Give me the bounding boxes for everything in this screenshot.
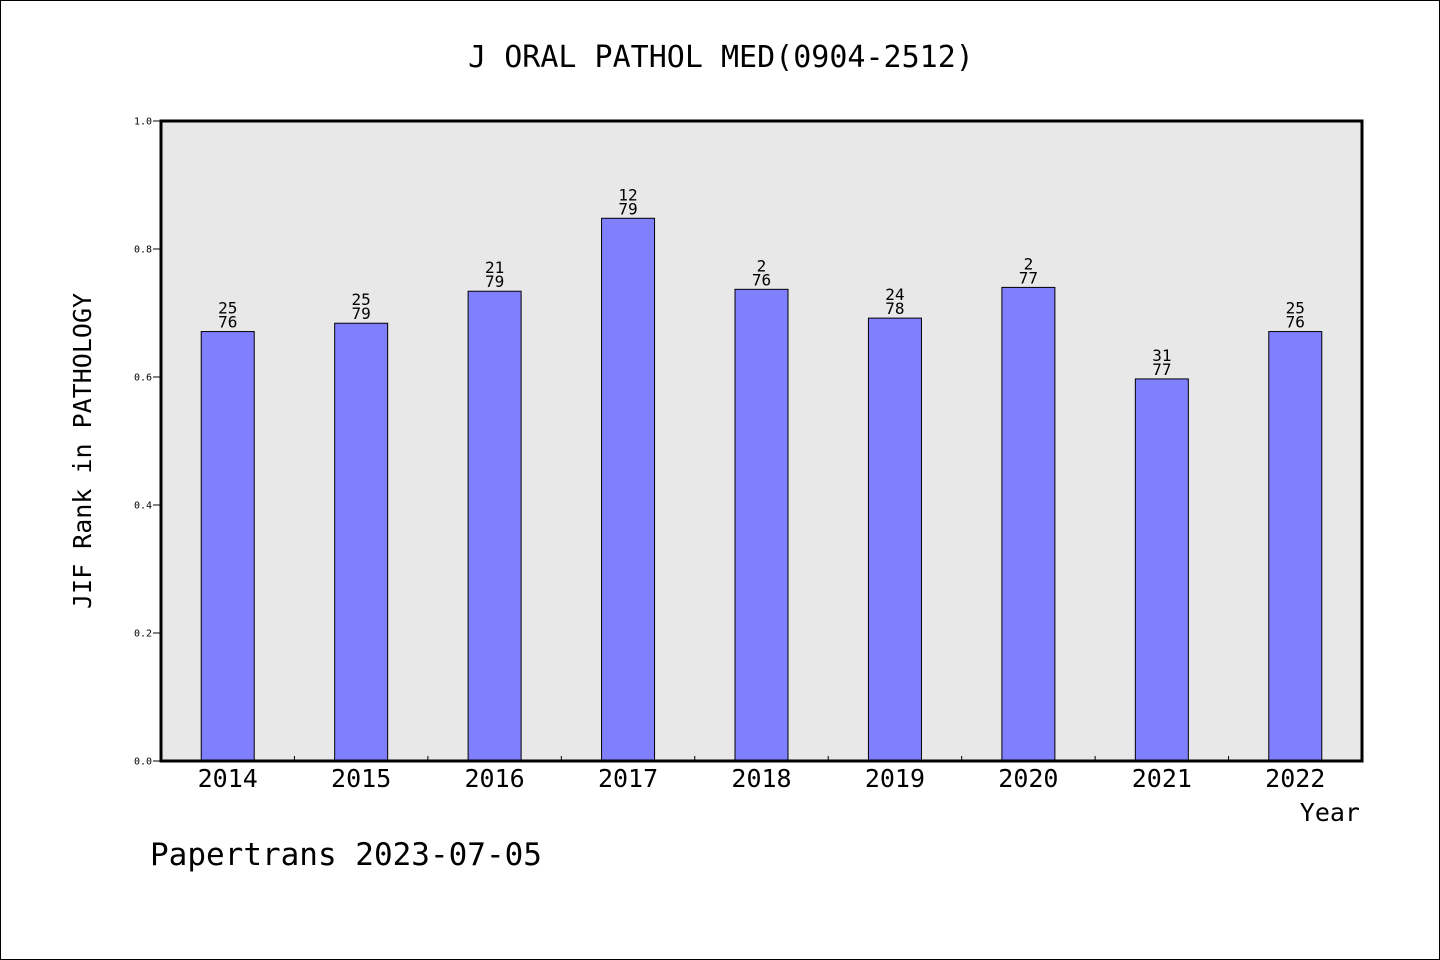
x-tick-label: 2021 <box>1132 764 1192 793</box>
bar <box>601 217 656 762</box>
x-tick-label: 2017 <box>598 764 658 793</box>
x-tick-label: 2020 <box>998 764 1058 793</box>
bar-label-total: 79 <box>352 304 371 323</box>
y-axis-label: JIF Rank in PATHOLOGY <box>68 293 97 609</box>
y-tick-label: 0.2 <box>134 629 152 640</box>
bar-label-rank: 25 <box>218 299 237 318</box>
x-tick-label: 2022 <box>1265 764 1325 793</box>
bar-label-rank: 2 <box>757 256 767 275</box>
bar-label-rank: 25 <box>1286 299 1305 318</box>
bar <box>1001 286 1056 762</box>
bar <box>1268 331 1323 762</box>
x-tick-label: 2016 <box>465 764 525 793</box>
x-tick-label: 2019 <box>865 764 925 793</box>
y-tick-label: 0.0 <box>134 757 152 768</box>
x-axis-ticks: 2014 2015 2016 2017 2018 2019 2020 2021 2022 <box>198 756 1325 793</box>
bar <box>200 331 255 762</box>
bar-series <box>200 217 1323 762</box>
bar-label-total: 77 <box>1152 360 1171 379</box>
y-axis-ticks: 0.0 0.2 0.4 0.6 0.8 1.0 <box>134 117 161 768</box>
bar-label-total: 76 <box>1286 313 1305 332</box>
bar-label-rank: 2 <box>1024 254 1034 273</box>
y-tick-label: 0.4 <box>134 501 152 512</box>
y-tick-label: 0.6 <box>134 373 152 384</box>
bar <box>867 317 922 762</box>
bar-label-rank: 12 <box>618 185 637 204</box>
bar-label-total: 77 <box>1019 268 1038 287</box>
bar-label-total: 78 <box>885 299 904 318</box>
bar-label-rank: 21 <box>485 258 504 277</box>
bar <box>1134 378 1189 762</box>
plot-frame <box>159 119 1364 763</box>
footer-text: Papertrans 2023-07-05 <box>150 837 542 873</box>
bar <box>467 290 522 762</box>
bar-label-total: 79 <box>618 199 637 218</box>
chart-title: J ORAL PATHOL MED(0904-2512) <box>468 40 974 75</box>
bar <box>334 322 389 762</box>
x-tick-label: 2015 <box>331 764 391 793</box>
bar-label-total: 76 <box>218 313 237 332</box>
x-axis-label: Year <box>1300 798 1360 827</box>
x-tick-label: 2014 <box>198 764 258 793</box>
y-tick-label: 1.0 <box>134 117 152 128</box>
bar-label-rank: 24 <box>885 285 904 304</box>
x-tick-label: 2018 <box>731 764 791 793</box>
bar-label-total: 76 <box>752 270 771 289</box>
bar-label-rank: 25 <box>352 290 371 309</box>
bar <box>734 288 789 762</box>
bar-label-rank: 31 <box>1152 346 1171 365</box>
bar-label-total: 79 <box>485 272 504 291</box>
y-tick-label: 0.8 <box>134 245 152 256</box>
